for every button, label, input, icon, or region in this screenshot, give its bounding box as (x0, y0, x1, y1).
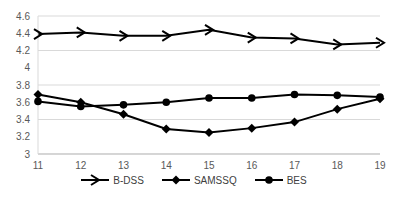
svg-text:3.4: 3.4 (16, 114, 30, 125)
svg-text:14: 14 (161, 160, 173, 171)
svg-text:3: 3 (24, 149, 30, 160)
svg-text:4.2: 4.2 (16, 45, 30, 56)
svg-text:4.4: 4.4 (16, 28, 30, 39)
svg-text:15: 15 (203, 160, 215, 171)
html-text:B-DSS: B-DSS (113, 174, 144, 186)
svg-text:3.2: 3.2 (16, 131, 30, 142)
svg-text:11: 11 (33, 160, 44, 171)
svg-text:13: 13 (118, 160, 130, 171)
svg-text:4.6: 4.6 (16, 11, 30, 22)
html-text:BES: BES (286, 174, 307, 186)
svg-text:17: 17 (289, 160, 301, 171)
svg-text:16: 16 (246, 160, 258, 171)
svg-text:3.8: 3.8 (16, 80, 30, 91)
html-text:SAMSSQ: SAMSSQ (193, 174, 237, 186)
svg-text:12: 12 (75, 160, 87, 171)
svg-text:18: 18 (332, 160, 344, 171)
svg-text:4: 4 (24, 62, 30, 73)
svg-text:19: 19 (374, 160, 386, 171)
svg-text:3.6: 3.6 (16, 97, 30, 108)
